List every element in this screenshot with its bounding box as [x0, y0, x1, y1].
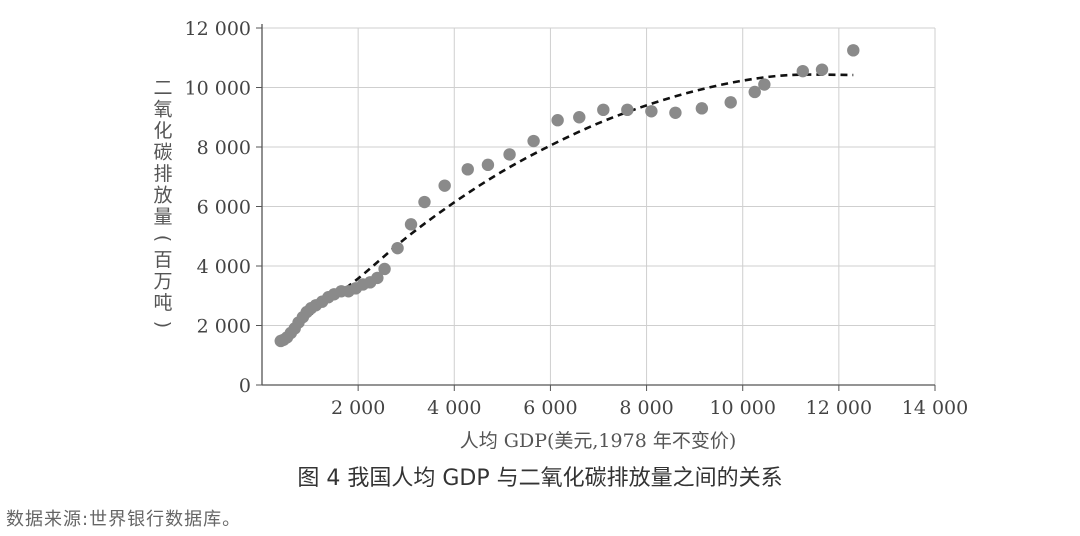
- scatter-point: [847, 44, 860, 57]
- scatter-point: [748, 85, 761, 99]
- y-axis-title-char: 二: [153, 77, 172, 99]
- y-tick-label: 12 000: [185, 18, 251, 40]
- scatter-point: [391, 241, 404, 255]
- scatter-point: [597, 103, 610, 117]
- scatter-point: [695, 102, 709, 115]
- y-axis-title-char: 放: [153, 185, 172, 207]
- x-tick-label: 6 000: [523, 397, 577, 419]
- scatter-point: [669, 106, 682, 119]
- scatter-point: [461, 163, 474, 176]
- data-source-note: 数据来源:世界银行数据库。: [6, 509, 242, 530]
- scatter-point: [796, 64, 810, 78]
- x-tick-label: 2 000: [331, 397, 385, 419]
- scatter-point: [418, 195, 431, 209]
- x-tick-label: 14 000: [902, 397, 968, 419]
- scatter-point: [481, 158, 495, 172]
- y-tick-label: 2 000: [197, 316, 251, 338]
- x-tick-label: 8 000: [619, 397, 673, 419]
- y-axis-ticks: 0 2 000 4 000 6 000 8 000 10 000 12 000: [185, 18, 262, 397]
- scatter-point: [724, 96, 737, 109]
- y-axis-title-char: 量: [153, 206, 172, 228]
- y-tick-label: 0: [239, 375, 251, 397]
- trend-line: [280, 73, 854, 343]
- y-tick-label: 4 000: [197, 256, 251, 278]
- y-axis-title-char: 化: [153, 120, 172, 142]
- axes: [261, 24, 935, 386]
- scatter-point: [621, 103, 634, 117]
- scatter-points: [274, 44, 860, 348]
- y-axis-title-char: 吨: [153, 292, 172, 314]
- scatter-point: [551, 114, 564, 127]
- scatter-point: [645, 105, 658, 118]
- scatter-point: [371, 271, 384, 285]
- y-axis-title-char: 百: [153, 249, 172, 271]
- scatter-point: [573, 111, 586, 124]
- y-axis-title-char: (: [152, 235, 174, 242]
- y-axis-title-char: 氧: [153, 99, 172, 121]
- y-axis-title-char: ): [152, 321, 174, 328]
- scatter-point: [378, 262, 391, 276]
- x-axis-ticks: 2 000 4 000 6 000 8 000 10 000 12 000 14 000: [331, 385, 968, 419]
- scatter-point: [438, 179, 451, 192]
- y-tick-label: 8 000: [197, 137, 251, 159]
- y-axis-title-char: 万: [153, 271, 172, 293]
- scatter-point: [527, 134, 540, 148]
- trend-curve: [280, 73, 854, 343]
- y-axis-title-char: 碳: [153, 142, 172, 164]
- scatter-point: [503, 148, 516, 161]
- y-tick-label: 6 000: [197, 197, 251, 219]
- x-tick-label: 12 000: [806, 397, 872, 419]
- grid: [262, 27, 936, 385]
- y-tick-label: 10 000: [185, 78, 251, 100]
- scatter-point: [758, 78, 771, 91]
- x-tick-label: 10 000: [709, 397, 775, 419]
- y-axis-title: 二氧化碳排放量 ( 百万吨): [152, 77, 174, 328]
- figure-caption: 图 4 我国人均 GDP 与二氧化碳排放量之间的关系: [297, 466, 783, 491]
- scatter-point: [404, 218, 418, 231]
- x-axis-title: 人均 GDP(美元,1978 年不变价): [460, 430, 737, 452]
- scatter-point: [815, 63, 829, 76]
- x-tick-label: 4 000: [427, 397, 481, 419]
- y-axis-title-char: 排: [153, 163, 172, 185]
